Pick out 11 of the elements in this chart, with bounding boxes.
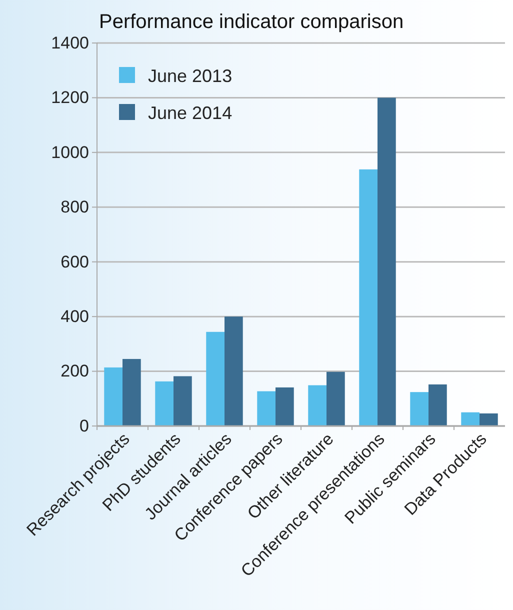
- y-tick-label: 800: [60, 198, 89, 217]
- y-tick-label: 1400: [51, 33, 89, 52]
- y-tick-label: 1200: [51, 88, 89, 108]
- legend-label: June 2014: [148, 103, 232, 123]
- y-tick-label: 600: [60, 252, 89, 272]
- chart-title: Performance indicator comparison: [99, 11, 404, 33]
- y-tick-label: 1000: [51, 142, 89, 162]
- y-tick-label: 400: [60, 307, 89, 326]
- y-tick-label: 0: [80, 416, 89, 436]
- y-tick-label: 200: [60, 362, 89, 381]
- legend-label: June 2013: [148, 66, 232, 86]
